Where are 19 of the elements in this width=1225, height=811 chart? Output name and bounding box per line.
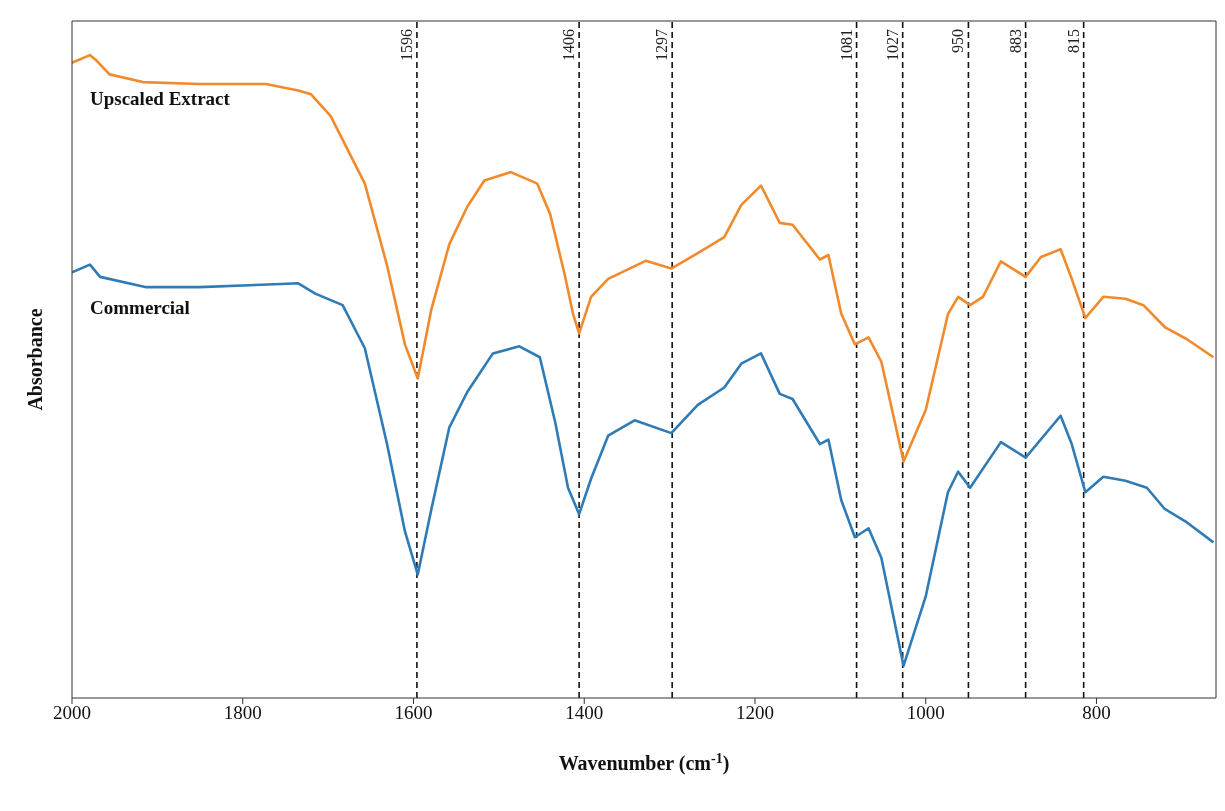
x-tick-label: 1600 (394, 702, 433, 724)
ref-line-label: 1406 (560, 29, 578, 61)
series-label: Upscaled Extract (90, 87, 231, 109)
ref-line-label: 883 (1006, 29, 1024, 53)
x-tick-label: 1400 (565, 702, 604, 724)
ref-line-label: 950 (949, 29, 967, 53)
x-tick-label: 1200 (735, 702, 774, 724)
ref-line-label: 815 (1064, 29, 1082, 53)
x-axis-title: Wavenumber (cm$^{-1}$) (558, 750, 730, 775)
x-tick-label: 2000 (53, 702, 91, 724)
ref-line-label: 1081 (837, 29, 855, 61)
x-tick-label: 1000 (906, 702, 945, 724)
ref-line-label: 1596 (397, 29, 415, 61)
x-tick-label: 800 (1082, 702, 1111, 724)
ref-line-label: 1297 (653, 29, 671, 61)
y-axis-title: Absorbance (24, 308, 46, 411)
ref-line-label: 1027 (883, 29, 901, 61)
series-label: Commercial (90, 297, 190, 319)
x-tick-label: 1800 (223, 702, 262, 724)
